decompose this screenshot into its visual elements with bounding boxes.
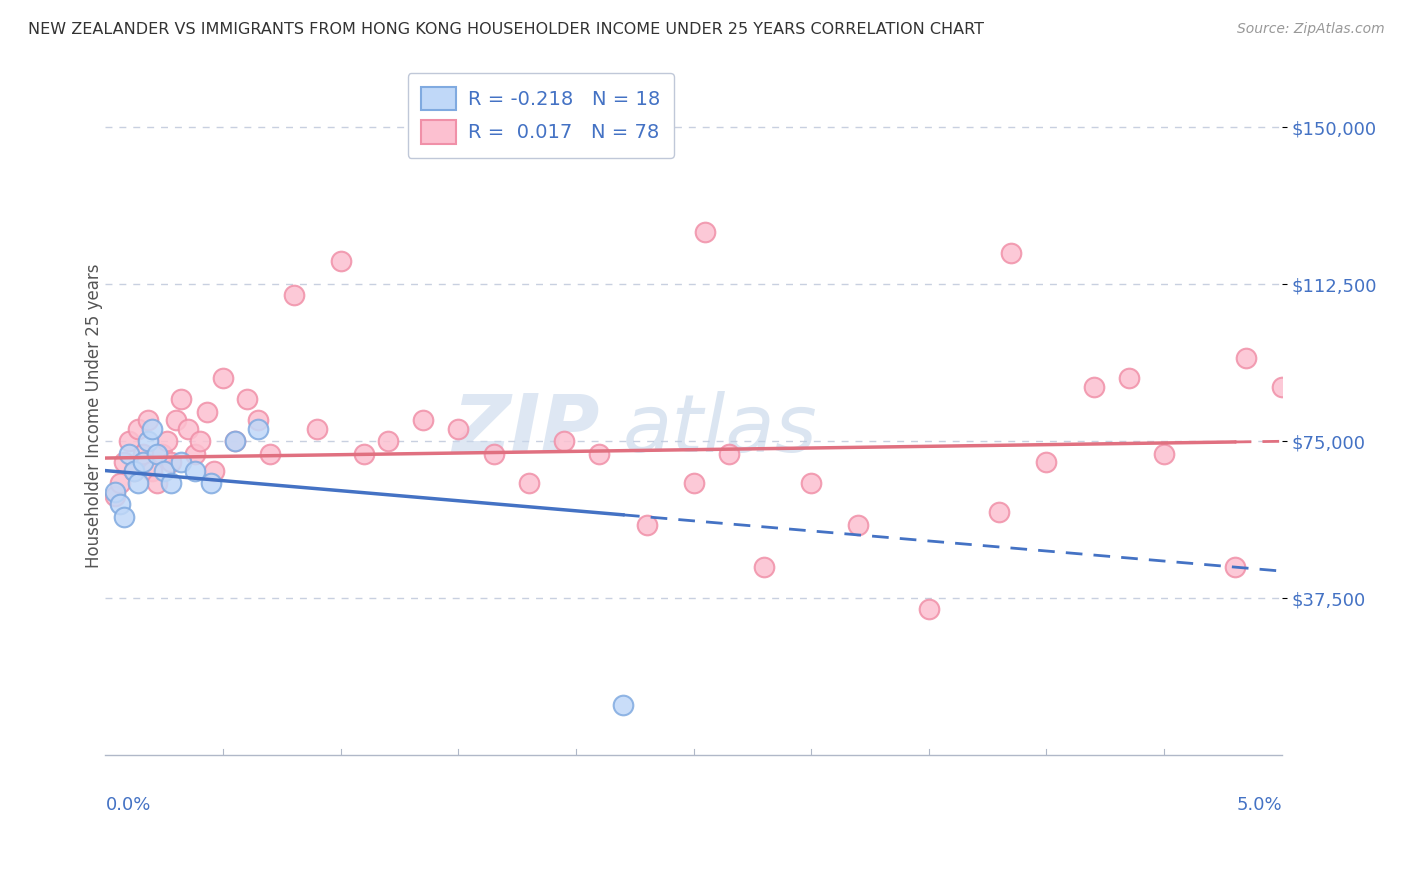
Point <box>752 560 775 574</box>
Point <box>377 434 399 449</box>
Point <box>132 455 155 469</box>
Y-axis label: Householder Income Under 25 years: Householder Income Under 25 years <box>86 264 103 568</box>
Text: 0.0%: 0.0% <box>105 796 150 814</box>
Point <box>612 698 634 712</box>
Point <box>150 447 173 461</box>
Point <box>1118 371 1140 385</box>
Point <box>160 476 183 491</box>
Point <box>247 413 270 427</box>
Point <box>1271 380 1294 394</box>
Point <box>918 602 941 616</box>
Point <box>1035 455 1057 469</box>
Point <box>170 455 193 469</box>
Point <box>136 413 159 427</box>
Point <box>118 434 141 449</box>
Text: ZIP: ZIP <box>453 391 599 468</box>
Point <box>247 422 270 436</box>
Point <box>1223 560 1246 574</box>
Point <box>112 509 135 524</box>
Point <box>200 476 222 491</box>
Point <box>259 447 281 461</box>
Point <box>717 447 740 461</box>
Point <box>165 413 187 427</box>
Point <box>1000 245 1022 260</box>
Point <box>153 464 176 478</box>
Point <box>588 447 610 461</box>
Point <box>695 225 717 239</box>
Point <box>447 422 470 436</box>
Point <box>517 476 540 491</box>
Text: NEW ZEALANDER VS IMMIGRANTS FROM HONG KONG HOUSEHOLDER INCOME UNDER 25 YEARS COR: NEW ZEALANDER VS IMMIGRANTS FROM HONG KO… <box>28 22 984 37</box>
Point <box>1153 447 1175 461</box>
Point <box>283 287 305 301</box>
Point <box>412 413 434 427</box>
Point <box>195 405 218 419</box>
Point <box>1083 380 1105 394</box>
Point <box>1236 351 1258 365</box>
Point <box>132 447 155 461</box>
Point <box>636 518 658 533</box>
Point <box>682 476 704 491</box>
Text: Source: ZipAtlas.com: Source: ZipAtlas.com <box>1237 22 1385 37</box>
Point <box>307 422 329 436</box>
Point <box>553 434 575 449</box>
Point <box>108 476 131 491</box>
Point <box>136 434 159 449</box>
Point <box>155 434 177 449</box>
Point <box>184 447 207 461</box>
Point <box>122 464 145 478</box>
Point <box>800 476 823 491</box>
Point <box>988 506 1011 520</box>
Point <box>224 434 246 449</box>
Point <box>202 464 225 478</box>
Point <box>224 434 246 449</box>
Point <box>118 447 141 461</box>
Point <box>141 422 163 436</box>
Legend: R = -0.218   N = 18, R =  0.017   N = 78: R = -0.218 N = 18, R = 0.017 N = 78 <box>408 73 673 158</box>
Point <box>146 476 169 491</box>
Point <box>104 484 127 499</box>
Point <box>160 455 183 469</box>
Point <box>141 464 163 478</box>
Point <box>235 392 257 407</box>
Point <box>188 434 211 449</box>
Point <box>104 489 127 503</box>
Point <box>127 422 149 436</box>
Point <box>184 464 207 478</box>
Point <box>846 518 869 533</box>
Point <box>177 422 200 436</box>
Text: atlas: atlas <box>623 391 818 468</box>
Point <box>112 455 135 469</box>
Point <box>127 476 149 491</box>
Point <box>482 447 505 461</box>
Point <box>329 254 352 268</box>
Text: 5.0%: 5.0% <box>1236 796 1282 814</box>
Point <box>353 447 375 461</box>
Point <box>146 447 169 461</box>
Point <box>212 371 235 385</box>
Point <box>170 392 193 407</box>
Point <box>108 497 131 511</box>
Point <box>122 464 145 478</box>
